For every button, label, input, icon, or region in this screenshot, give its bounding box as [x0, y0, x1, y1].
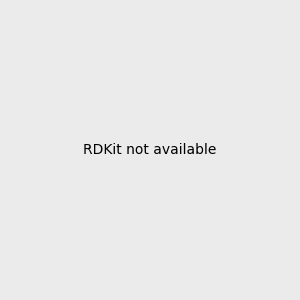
Text: RDKit not available: RDKit not available [83, 143, 217, 157]
